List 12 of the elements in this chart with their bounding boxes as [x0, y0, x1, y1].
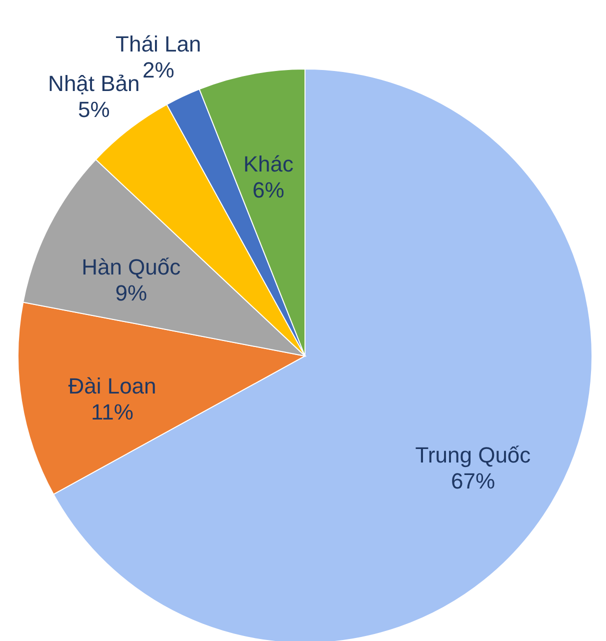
- slice-label: Trung Quốc: [415, 442, 531, 468]
- data-label: 11%: [91, 400, 134, 425]
- data-label: 67%: [450, 468, 496, 494]
- data-label: 6%: [252, 177, 284, 202]
- slice-label: Khác: [243, 151, 294, 176]
- slice-label: Thái Lan: [116, 31, 202, 56]
- data-label: 5%: [78, 96, 110, 122]
- data-label: 9%: [115, 280, 148, 306]
- slice-label: Đài Loan: [68, 374, 156, 399]
- data-label: 2%: [142, 57, 174, 82]
- slice-label: Nhật Bản: [48, 70, 140, 96]
- slice-label: Hàn Quốc: [82, 254, 181, 280]
